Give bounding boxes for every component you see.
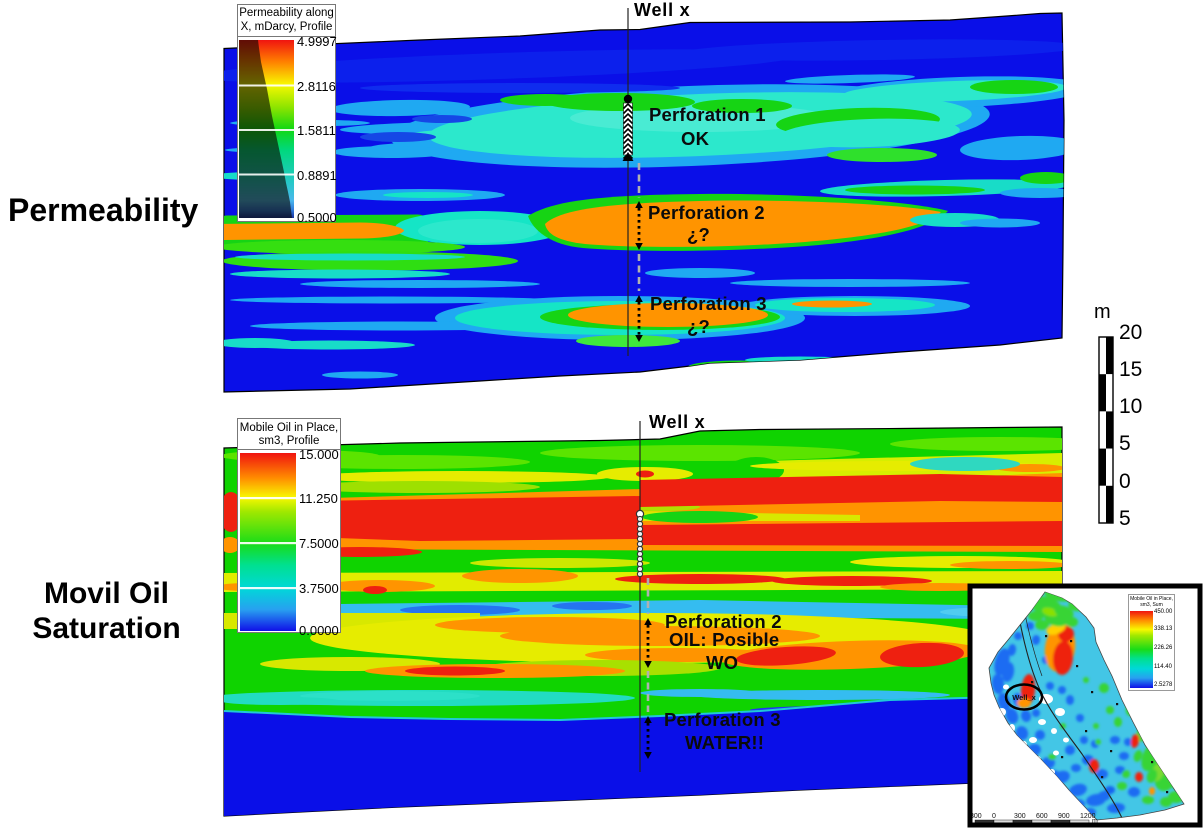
svg-text:0: 0 — [992, 813, 996, 820]
svg-text:m: m — [1092, 818, 1098, 825]
svg-text:900: 900 — [1058, 813, 1070, 820]
svg-text:300: 300 — [970, 813, 982, 820]
svg-text:1200: 1200 — [1080, 813, 1096, 820]
svg-text:300: 300 — [1014, 813, 1026, 820]
svg-text:600: 600 — [1036, 813, 1048, 820]
svg-text:Well_x: Well_x — [1012, 693, 1036, 702]
